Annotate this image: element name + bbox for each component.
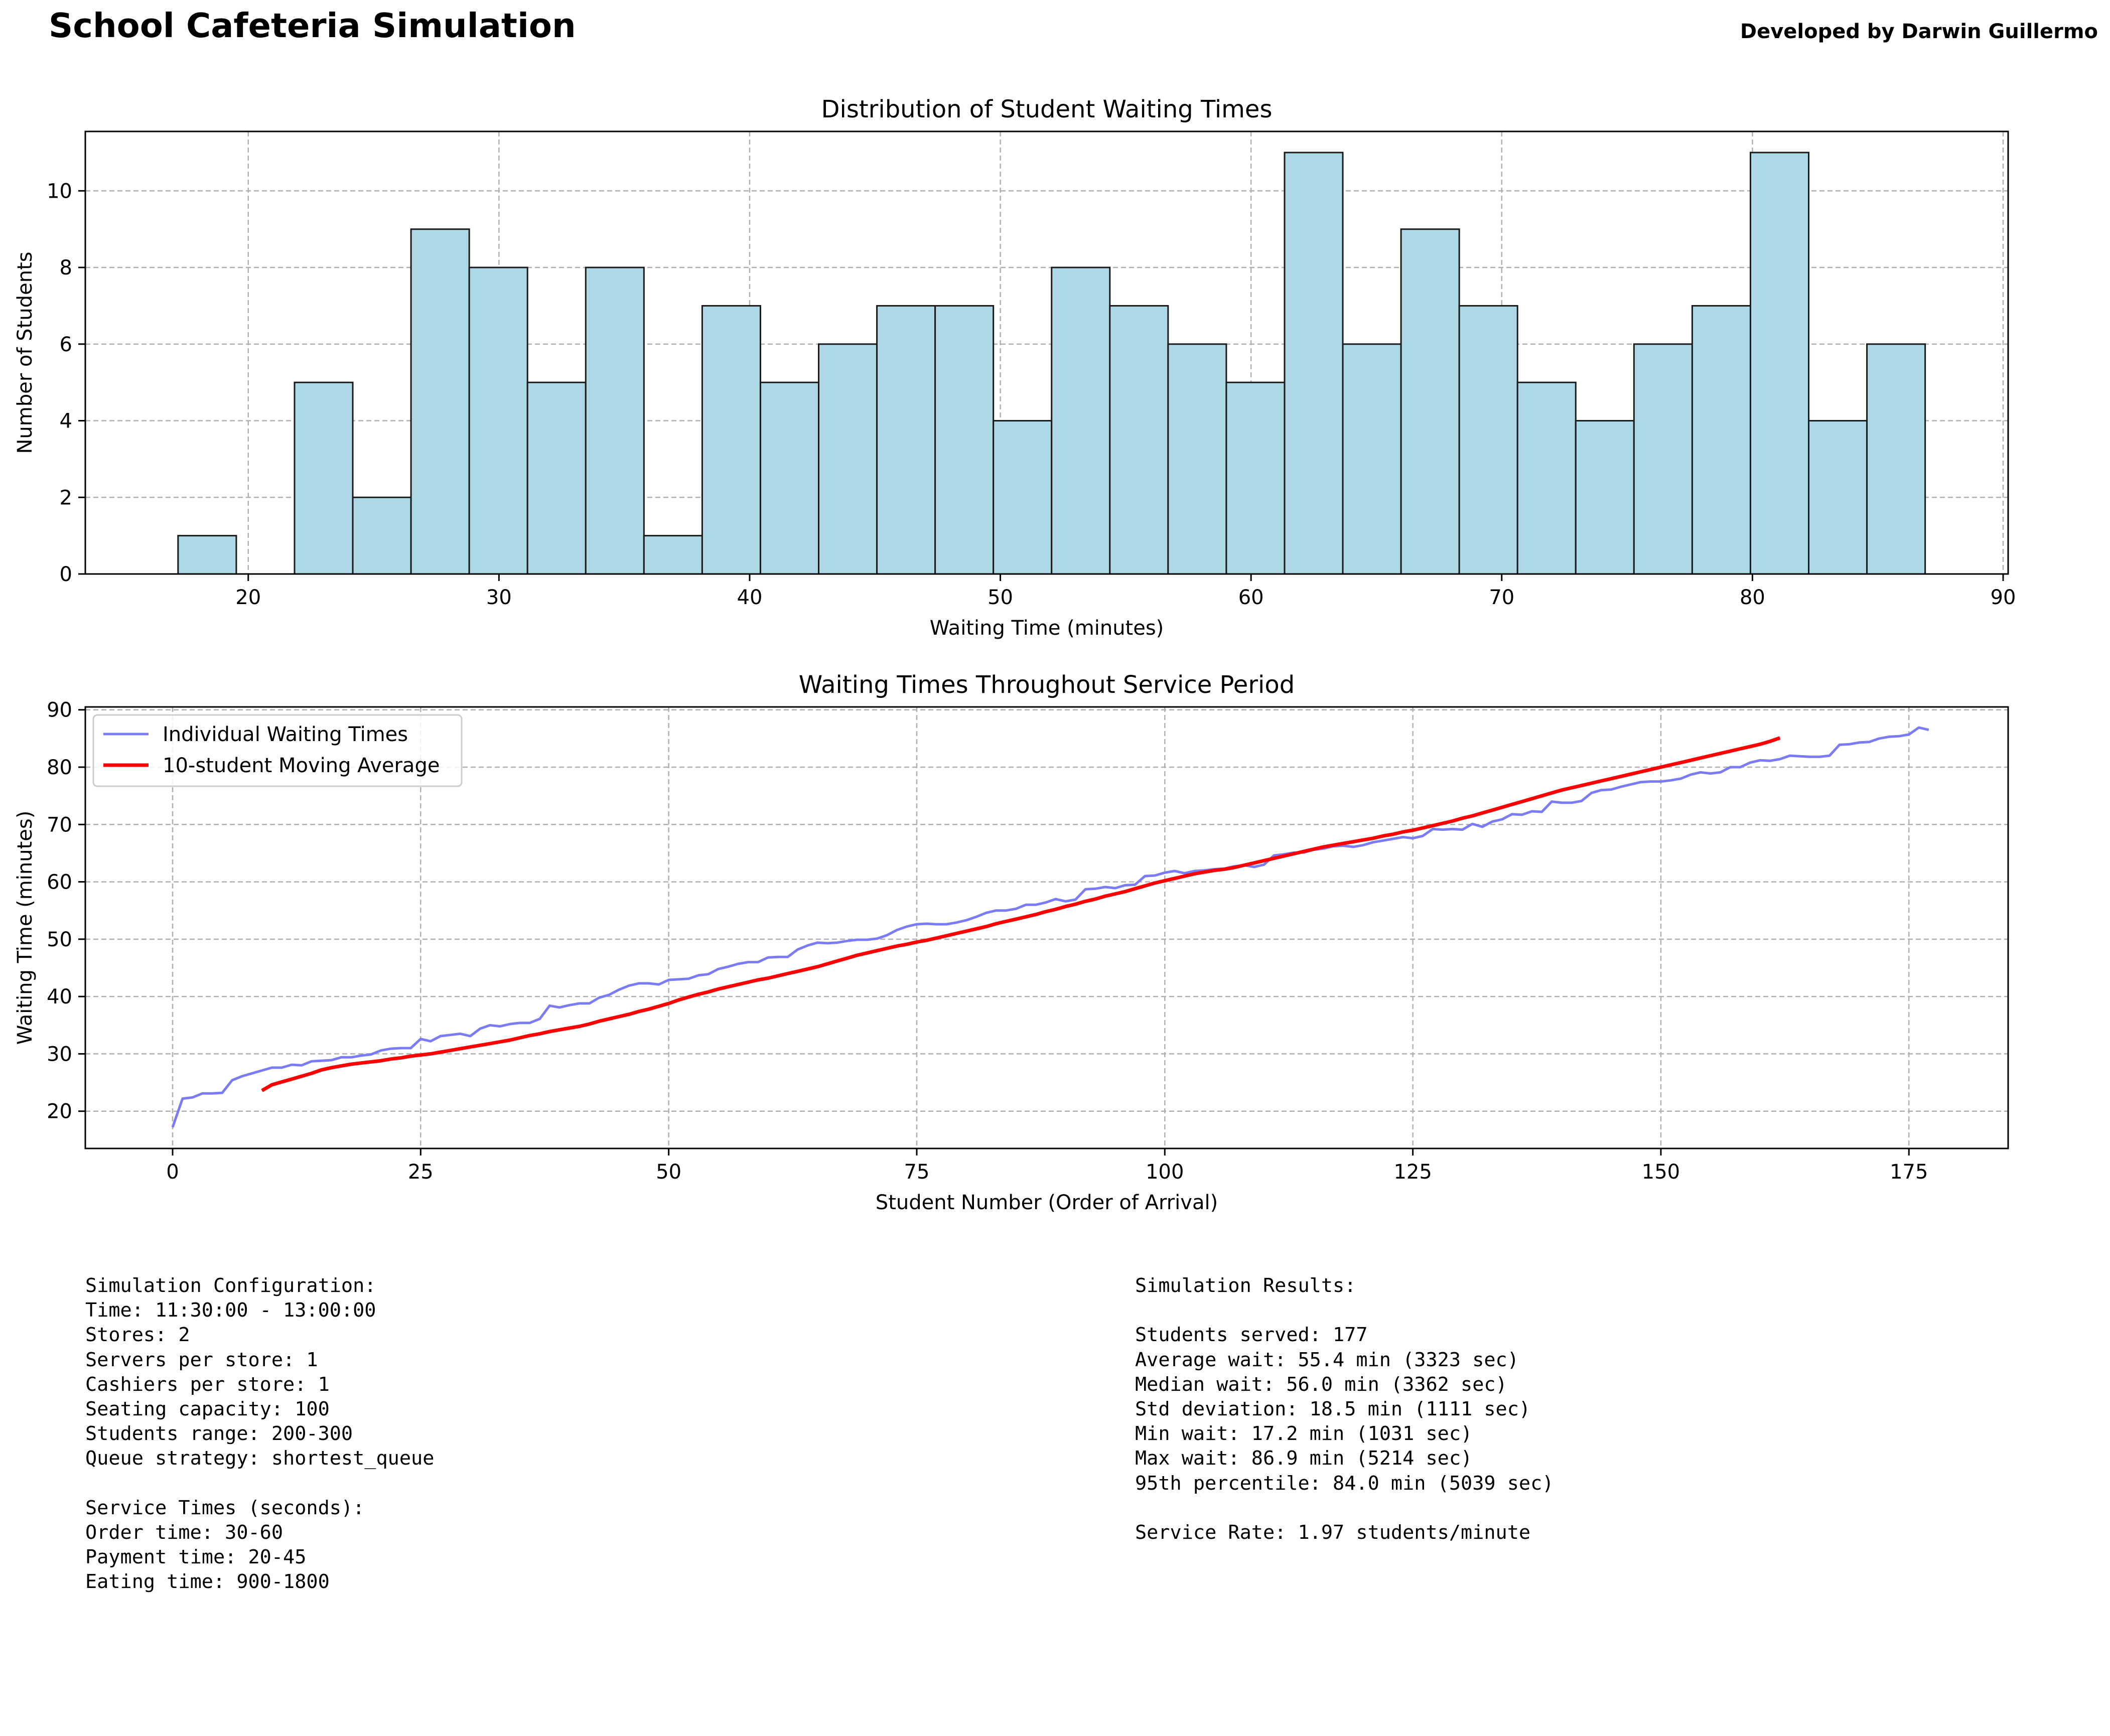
histogram-xtick-label: 70: [1489, 586, 1514, 609]
histogram-ticks: 20 30 40 50 60 70 80 90 0 2 4 6 8 10: [47, 180, 2016, 609]
histogram-ytick-label: 8: [60, 256, 72, 279]
histogram-xlabel: Waiting Time (minutes): [930, 617, 1164, 640]
histogram-bar: [759, 381, 820, 575]
histogram-ytick-label: 2: [60, 486, 72, 509]
configuration-panel: Simulation Configuration: Time: 11:30:00…: [85, 1274, 435, 1594]
histogram-bar: [1808, 420, 1868, 575]
histogram-xtick-label: 30: [486, 586, 512, 609]
individual-waiting-times-line: [171, 726, 1929, 1128]
histogram-bar: [1342, 343, 1402, 575]
histogram-bar: [1458, 305, 1518, 575]
histogram-bar: [876, 305, 936, 575]
line-xtick-label: 50: [656, 1161, 681, 1184]
line-xlabel: Student Number (Order of Arrival): [876, 1191, 1218, 1214]
histogram-xtick-label: 40: [737, 586, 763, 609]
legend-label-individual: Individual Waiting Times: [163, 723, 408, 746]
histogram-ytick-label: 6: [60, 333, 72, 356]
histogram-bar: [643, 535, 703, 575]
histogram-bar: [410, 228, 470, 575]
histogram-ytick-label: 0: [60, 563, 72, 586]
line-ytick-label: 20: [47, 1100, 72, 1123]
line-ytick-label: 90: [47, 699, 72, 722]
histogram-xtick-label: 60: [1238, 586, 1264, 609]
line-ytick-label: 40: [47, 985, 72, 1008]
developer-credit: Developed by Darwin Guillermo: [1740, 20, 2098, 43]
histogram-bar: [1575, 420, 1635, 575]
histogram-title: Distribution of Student Waiting Times: [821, 95, 1273, 123]
histogram-bar: [934, 305, 995, 575]
line-legend: Individual Waiting Times 10-student Movi…: [92, 714, 463, 787]
line-xtick-label: 75: [904, 1161, 930, 1184]
histogram-ytick-label: 4: [60, 410, 72, 433]
histogram-bars: [177, 152, 1926, 575]
line-xtick-label: 0: [166, 1161, 179, 1184]
line-ytick-label: 80: [47, 756, 72, 779]
line-chart: 0 25 50 75 100 125 150 175 20 30 40 50 60 70 80 90 Wait…: [14, 671, 2009, 1214]
histogram-bar: [1691, 305, 1751, 575]
line-ytick-label: 70: [47, 813, 72, 836]
histogram-bar: [1866, 343, 1926, 575]
histogram-bar: [468, 266, 528, 575]
histogram-bar: [585, 266, 645, 575]
histogram-bar: [1051, 266, 1111, 575]
histogram-bar: [1749, 152, 1810, 575]
histogram-bar: [701, 305, 761, 575]
histogram-bar: [294, 381, 354, 575]
histogram-bar: [818, 343, 878, 575]
histogram-bar: [1516, 381, 1577, 575]
line-ytick-label: 30: [47, 1043, 72, 1066]
histogram-bar: [993, 420, 1053, 575]
histogram-plot-frame: [84, 130, 2009, 575]
line-plot-frame: [84, 706, 2009, 1149]
histogram-bar: [1400, 228, 1460, 575]
histogram-ytick-label: 10: [47, 180, 72, 203]
results-panel: Simulation Results: Students served: 177…: [1135, 1274, 1554, 1544]
histogram-bar: [177, 535, 237, 575]
line-xtick-label: 100: [1146, 1161, 1184, 1184]
histogram-xtick-label: 90: [1991, 586, 2016, 609]
line-ytick-label: 50: [47, 928, 72, 951]
line-series: [171, 726, 1929, 1128]
line-xtick-label: 125: [1393, 1161, 1432, 1184]
histogram-xtick-label: 20: [235, 586, 261, 609]
line-xtick-label: 25: [408, 1161, 434, 1184]
line-ytick-label: 60: [47, 871, 72, 894]
histogram-bar: [1225, 381, 1286, 575]
line-xtick-label: 175: [1890, 1161, 1928, 1184]
histogram-xtick-label: 50: [988, 586, 1013, 609]
histogram-bar: [1284, 152, 1344, 575]
histogram-bar: [1109, 305, 1169, 575]
page-title: School Cafeteria Simulation: [49, 6, 576, 45]
legend-box: [92, 714, 463, 787]
histogram-bar: [1167, 343, 1227, 575]
line-ticks: 0 25 50 75 100 125 150 175 20 30 40 50 60 70 80 90: [47, 699, 1928, 1184]
histogram-bar: [526, 381, 587, 575]
legend-label-moving-average: 10-student Moving Average: [163, 754, 440, 777]
histogram-ylabel: Number of Students: [14, 252, 37, 454]
histogram-bar: [352, 496, 412, 575]
histogram-chart: 20 30 40 50 60 70 80 90 0 2 4 6 8 10 Distribution of …: [14, 95, 2016, 640]
histogram-bar: [1633, 343, 1693, 575]
line-xtick-label: 150: [1642, 1161, 1680, 1184]
line-ylabel: Waiting Time (minutes): [14, 811, 37, 1045]
histogram-xtick-label: 80: [1740, 586, 1765, 609]
line-title: Waiting Times Throughout Service Period: [799, 671, 1295, 699]
moving-average-line: [261, 736, 1781, 1092]
